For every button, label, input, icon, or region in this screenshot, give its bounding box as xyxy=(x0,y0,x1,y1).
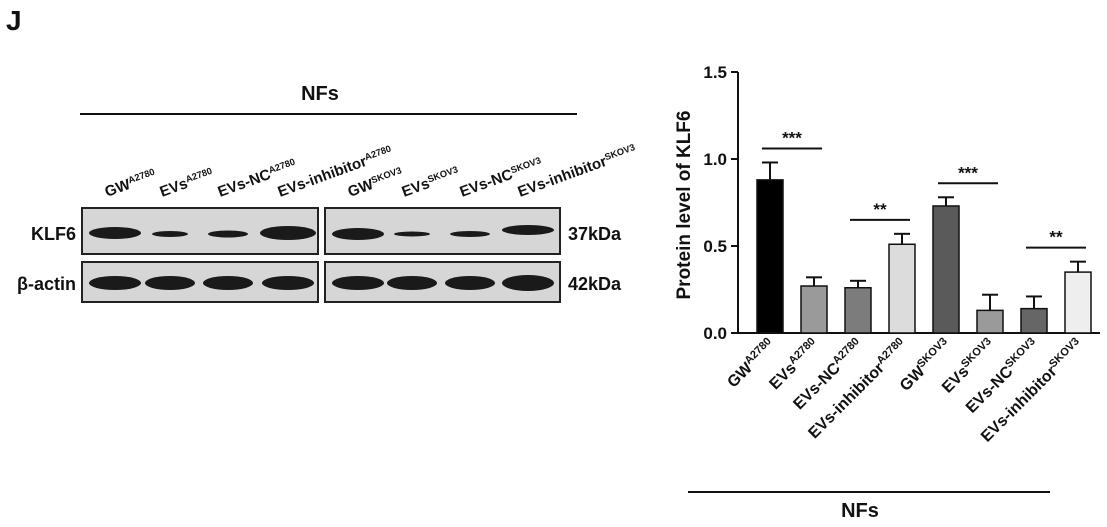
label-superscript: A2780 xyxy=(184,166,213,185)
label-text: EVs-NC xyxy=(216,166,274,201)
band xyxy=(262,276,314,290)
label-superscript: SKOV3 xyxy=(1003,335,1038,370)
band xyxy=(502,275,554,291)
label-superscript: SKOV3 xyxy=(426,164,459,184)
bar xyxy=(976,309,1004,334)
bar xyxy=(1020,307,1048,334)
bar xyxy=(800,285,828,334)
lane-label: EVs-inhibitorSKOV3 xyxy=(516,142,639,201)
band xyxy=(152,231,188,237)
band xyxy=(145,276,195,290)
significance-label: ** xyxy=(873,200,887,219)
label-superscript: A2780 xyxy=(742,335,773,366)
band xyxy=(332,228,384,240)
significance-label: *** xyxy=(958,163,978,182)
band xyxy=(387,276,437,290)
band xyxy=(502,225,554,235)
size-label: 42kDa xyxy=(568,274,622,294)
bar xyxy=(844,287,872,334)
label-superscript: SKOV3 xyxy=(959,335,994,370)
band xyxy=(445,276,495,290)
bands xyxy=(89,225,554,291)
label-superscript: A2780 xyxy=(786,335,817,366)
group-label: NFs xyxy=(841,500,879,522)
band xyxy=(332,276,384,290)
band xyxy=(394,231,430,237)
label-text: EVs-NC xyxy=(458,166,516,201)
lane-label: GWA2780 xyxy=(103,167,159,201)
band xyxy=(89,227,141,239)
label-superscript: SKOV3 xyxy=(603,142,636,162)
label-superscript: SKOV3 xyxy=(915,335,950,370)
band xyxy=(208,230,248,238)
y-tick-label: 1.5 xyxy=(703,63,727,82)
panel-label: J xyxy=(6,5,22,36)
band xyxy=(260,226,316,240)
label-superscript: SKOV3 xyxy=(370,165,403,185)
lane-label: EVs-inhibitorA2780 xyxy=(276,143,395,200)
label-superscript: A2780 xyxy=(267,157,296,176)
row-label: KLF6 xyxy=(31,224,76,244)
y-tick-label: 1.0 xyxy=(703,150,727,169)
label-superscript: A2780 xyxy=(874,335,905,366)
row-label: β-actin xyxy=(17,274,76,294)
western-blot: NFs xyxy=(80,83,577,303)
band xyxy=(89,276,141,290)
group-label: NFs xyxy=(301,83,339,105)
bar xyxy=(888,243,916,334)
label-text: EVs-inhibitor xyxy=(978,363,1060,445)
band xyxy=(203,276,253,290)
label-superscript: SKOV3 xyxy=(1047,335,1082,370)
label-superscript: A2780 xyxy=(363,143,392,162)
significance-label: *** xyxy=(782,128,802,147)
bar xyxy=(932,205,960,334)
label-superscript: A2780 xyxy=(127,167,156,186)
band xyxy=(450,231,490,237)
label-text: EVs-inhibitor xyxy=(805,360,887,442)
label-superscript: A2780 xyxy=(830,335,861,366)
y-tick-label: 0.5 xyxy=(703,237,727,256)
significance-label: ** xyxy=(1049,228,1063,247)
lane-label: EVsA2780 xyxy=(158,166,216,201)
label-superscript: SKOV3 xyxy=(509,155,542,175)
lane-label: EVsSKOV3 xyxy=(400,164,462,200)
y-tick-label: 0.0 xyxy=(703,324,727,343)
bar xyxy=(1064,271,1092,334)
y-axis-label: Protein level of KLF6 xyxy=(674,111,695,300)
bar xyxy=(756,179,784,334)
size-label: 37kDa xyxy=(568,224,622,244)
